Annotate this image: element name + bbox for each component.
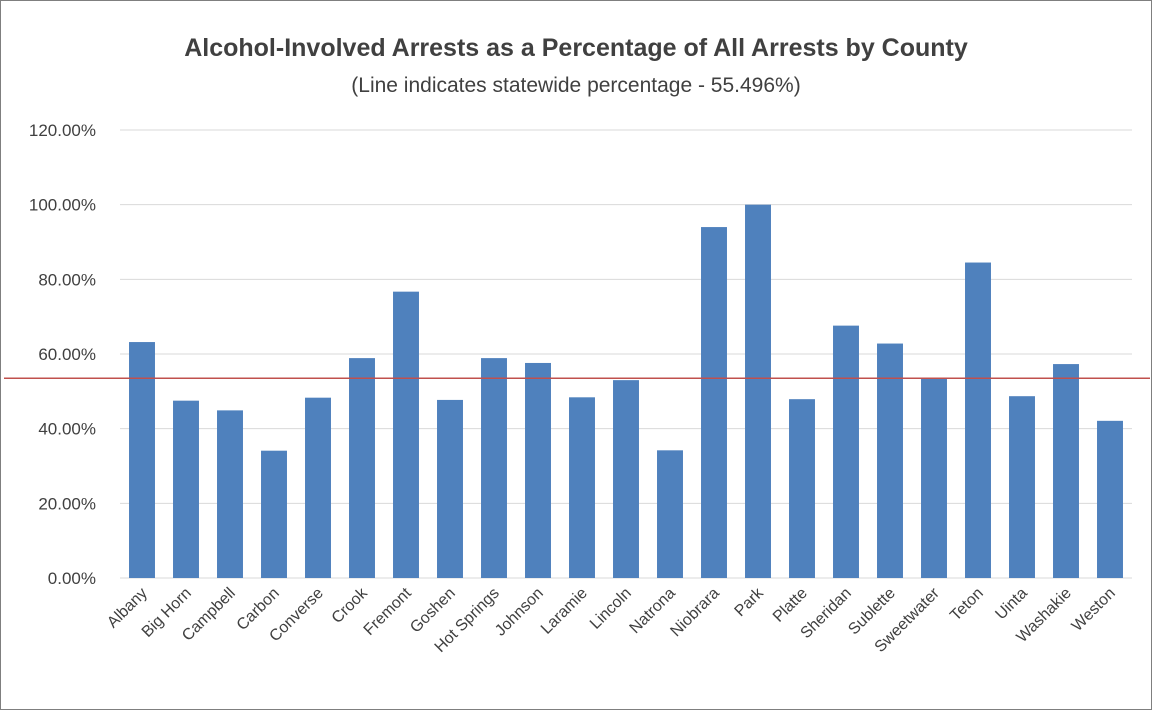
bar	[833, 325, 859, 578]
y-tick-label: 100.00%	[29, 196, 96, 215]
bar	[569, 397, 595, 578]
y-tick-label: 40.00%	[38, 420, 96, 439]
y-tick-label: 120.00%	[29, 121, 96, 140]
bar	[481, 358, 507, 578]
bar	[701, 227, 727, 579]
bar	[613, 380, 639, 578]
bar	[437, 399, 463, 578]
bar	[965, 262, 991, 578]
x-tick-label: Fremont	[361, 584, 416, 639]
bar	[1009, 396, 1035, 578]
bar	[745, 204, 771, 578]
y-tick-label: 80.00%	[38, 270, 96, 289]
bar	[349, 358, 375, 578]
x-tick-label: Weston	[1069, 585, 1119, 635]
bar	[1053, 364, 1079, 578]
y-axis-ticks: 0.00% 20.00% 40.00% 60.00% 80.00% 100.00% 120.…	[29, 121, 96, 588]
bar	[789, 399, 815, 578]
y-tick-label: 0.00%	[48, 569, 96, 588]
x-tick-label: Teton	[947, 585, 987, 625]
bars	[129, 204, 1123, 579]
bar	[877, 343, 903, 578]
x-tick-label: Platte	[770, 585, 811, 626]
bar	[525, 362, 551, 578]
chart-subtitle: (Line indicates statewide percentage - 5…	[351, 74, 801, 97]
x-tick-label: Niobrara	[667, 585, 722, 640]
bar	[921, 379, 947, 578]
x-tick-label: Johnson	[492, 585, 547, 640]
bar	[657, 450, 683, 578]
bar	[1097, 420, 1123, 578]
y-tick-label: 20.00%	[38, 494, 96, 513]
bar	[305, 397, 331, 578]
x-tick-label: Park	[732, 584, 768, 620]
bar	[173, 400, 199, 578]
x-tick-label: Uinta	[992, 585, 1031, 624]
bar	[129, 342, 155, 578]
x-tick-label: Crook	[329, 584, 372, 627]
gridlines	[120, 129, 1132, 579]
chart-title: Alcohol-Involved Arrests as a Percentage…	[184, 34, 968, 62]
bar	[261, 450, 287, 578]
bar	[393, 291, 419, 578]
y-tick-label: 60.00%	[38, 345, 96, 364]
x-tick-label: Laramie	[538, 585, 591, 638]
bar	[217, 410, 243, 578]
